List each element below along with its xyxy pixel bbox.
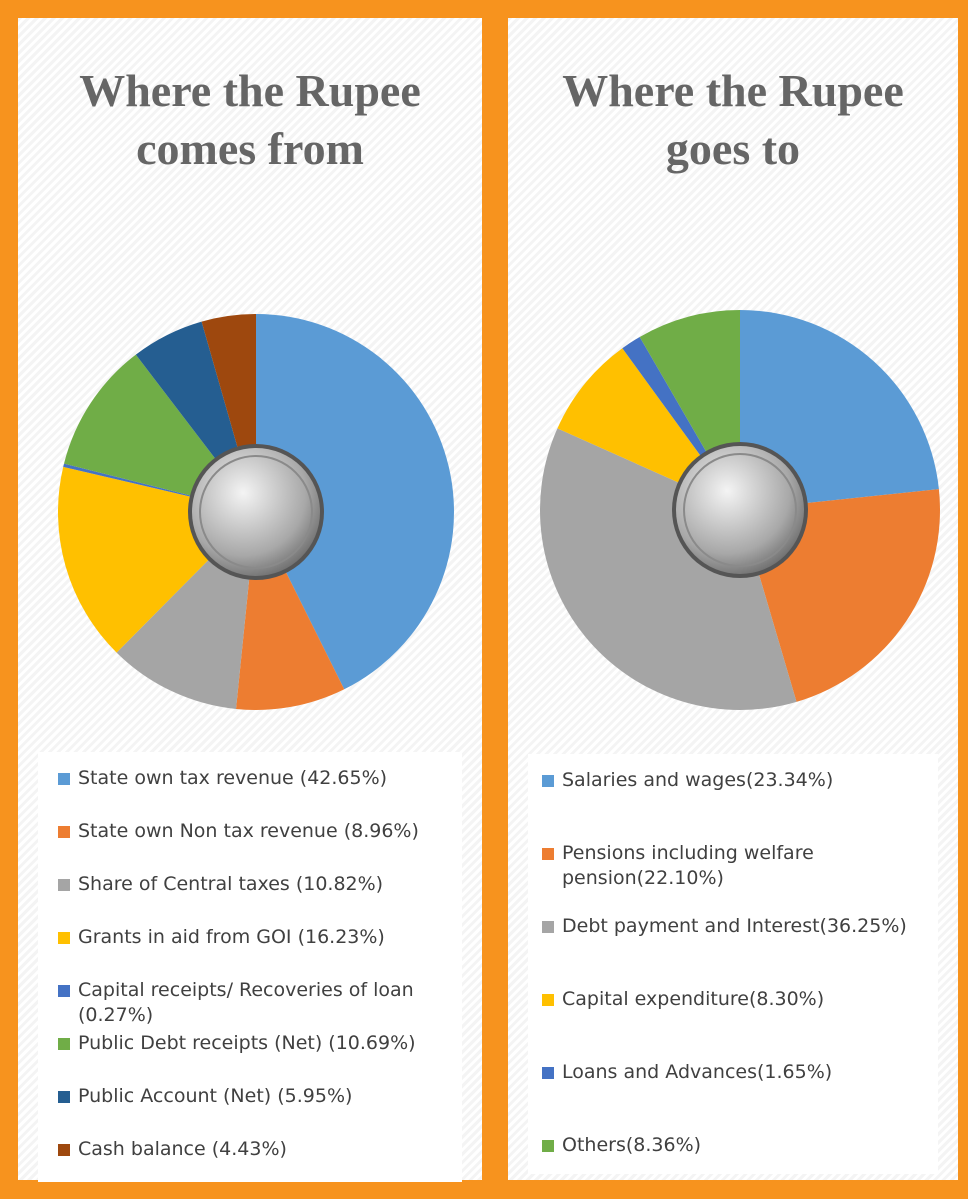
pie-slice: [539, 428, 797, 711]
legend-swatch: [58, 879, 70, 891]
legend-label: Public Account (Net) (5.95%): [78, 1085, 353, 1107]
coin: [192, 448, 320, 576]
legend: State own tax revenue (42.65%) State own …: [38, 752, 462, 1182]
legend-label: Pensions including welfare pension(22.10…: [562, 842, 814, 889]
legend-label: State own Non tax revenue (8.96%): [78, 820, 419, 842]
chart-title: Where the Rupee comes from: [79, 65, 421, 174]
legend-item: State own tax revenue (42.65%): [58, 766, 458, 791]
legend-swatch: [58, 985, 70, 997]
panel: Where the Rupee comes from State own tax…: [18, 18, 482, 1182]
panel: Where the Rupee goes to Salaries and wag…: [508, 18, 958, 1180]
legend-swatch: [542, 994, 554, 1006]
legend-label: Salaries and wages(23.34%): [562, 769, 834, 791]
legend-label: Others(8.36%): [562, 1134, 702, 1156]
legend-label: Capital expenditure(8.30%): [562, 988, 825, 1010]
legend-swatch: [542, 775, 554, 787]
legend-item: Public Account (Net) (5.95%): [58, 1084, 458, 1109]
legend-item: State own Non tax revenue (8.96%): [58, 819, 458, 844]
legend-swatch: [58, 1091, 70, 1103]
legend-label: Cash balance (4.43%): [78, 1138, 287, 1160]
legend-item: Share of Central taxes (10.82%): [58, 872, 458, 897]
coin: [676, 446, 804, 574]
legend-swatch: [58, 1144, 70, 1156]
coin-rim: [683, 453, 797, 567]
legend-item: Grants in aid from GOI (16.23%): [58, 925, 458, 950]
legend-label: Debt payment and Interest(36.25%): [562, 915, 907, 937]
legend-swatch: [58, 826, 70, 838]
legend-item: Loans and Advances(1.65%): [542, 1060, 922, 1085]
legend-label: Grants in aid from GOI (16.23%): [78, 926, 385, 948]
pie-slice: [740, 310, 939, 510]
legend-item: Public Debt receipts (Net) (10.69%): [58, 1031, 458, 1056]
chart-title: Where the Rupee goes to: [562, 65, 904, 174]
legend-item: Pensions including welfare pension(22.10…: [542, 841, 922, 891]
legend-label: Loans and Advances(1.65%): [562, 1061, 833, 1083]
legend-item: Salaries and wages(23.34%): [542, 768, 922, 793]
pie-chart: [539, 310, 940, 711]
legend-swatch: [58, 773, 70, 785]
legend-item: Capital expenditure(8.30%): [542, 987, 922, 1012]
coin-rim: [199, 455, 313, 569]
legend-swatch: [58, 1038, 70, 1050]
pie-chart: [57, 314, 455, 711]
legend-label: Public Debt receipts (Net) (10.69%): [78, 1032, 416, 1054]
legend-item: Others(8.36%): [542, 1133, 922, 1158]
legend: Salaries and wages(23.34%) Pensions inclu…: [528, 754, 938, 1174]
legend-swatch: [58, 932, 70, 944]
legend-label: State own tax revenue (42.65%): [78, 767, 388, 789]
legend-swatch: [542, 1140, 554, 1152]
legend-item: Cash balance (4.43%): [58, 1137, 458, 1162]
legend-swatch: [542, 848, 554, 860]
legend-label: Share of Central taxes (10.82%): [78, 873, 384, 895]
legend-swatch: [542, 1067, 554, 1079]
legend-item: Debt payment and Interest(36.25%): [542, 914, 922, 939]
pie-slice: [256, 314, 455, 690]
legend-swatch: [542, 921, 554, 933]
legend-label: Capital receipts/ Recoveries of loan (0.…: [78, 979, 414, 1026]
legend-item: Capital receipts/ Recoveries of loan (0.…: [58, 978, 458, 1028]
